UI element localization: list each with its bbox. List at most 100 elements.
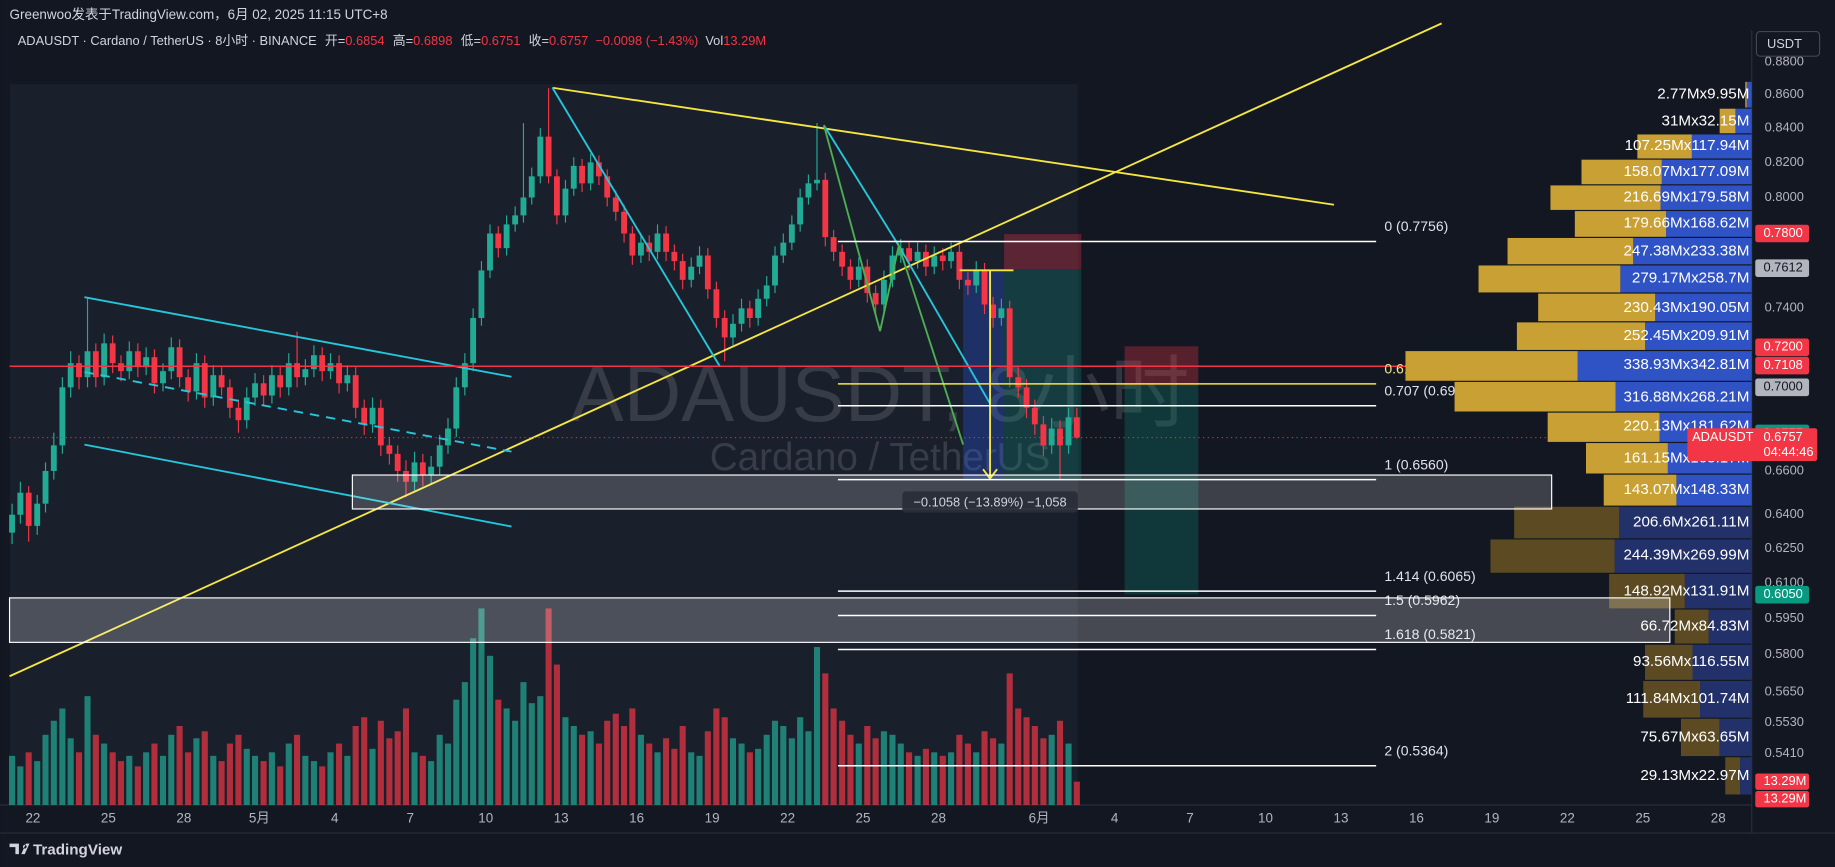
volume-bar xyxy=(252,755,259,805)
volume-bar xyxy=(92,734,99,805)
profile-down-label: 233.38M xyxy=(1690,242,1749,259)
profile-down xyxy=(1615,381,1752,412)
profile-label: 29.13Mx22.97M xyxy=(1640,767,1749,784)
volume-bar xyxy=(369,748,376,805)
candle-body xyxy=(772,255,778,286)
attribution: Greenwoo发表于TradingView.com，6月 02, 2025 1… xyxy=(10,7,388,22)
volume-bar xyxy=(9,755,16,805)
candle-body xyxy=(118,363,124,372)
volume-bar xyxy=(788,738,795,805)
volume-bar xyxy=(336,743,343,805)
channel-mid xyxy=(84,371,512,453)
profile-down-label: 84.83M xyxy=(1699,618,1750,635)
x-tick-label: 19 xyxy=(705,811,720,826)
legend-vol-name: Vol xyxy=(705,34,723,49)
profile-up-label: 143.07M xyxy=(1623,481,1682,498)
profile-label: 206.6Mx261.11M xyxy=(1633,514,1749,531)
profile-separator: x xyxy=(1683,163,1691,180)
volume-bar xyxy=(553,664,560,805)
profile-separator: x xyxy=(1683,327,1691,344)
candle-body xyxy=(981,270,988,305)
price-label: 0.7200 xyxy=(1763,339,1802,354)
profile-down xyxy=(1692,644,1752,680)
volume-bar xyxy=(939,755,946,805)
candle-body xyxy=(788,224,795,243)
candle-body xyxy=(570,165,577,189)
volume-pane xyxy=(9,608,1080,805)
volume-bar xyxy=(595,743,602,805)
profile-down xyxy=(1719,718,1752,757)
candle-body xyxy=(361,407,368,425)
volume-bar xyxy=(637,734,644,805)
volume-bar xyxy=(444,743,452,805)
volume-bar xyxy=(771,720,779,805)
volume-bar xyxy=(855,743,862,805)
price-label-bg xyxy=(1755,338,1810,357)
volume-bar xyxy=(176,726,183,805)
candle-body xyxy=(528,176,535,198)
profile-up xyxy=(1550,185,1661,210)
x-tick-label: 22 xyxy=(780,811,795,826)
measure-zone xyxy=(963,270,1005,480)
profile-separator: x xyxy=(1691,269,1699,286)
profile-down-label: 258.7M xyxy=(1699,269,1750,286)
candle-body xyxy=(352,375,359,408)
measure-box xyxy=(902,491,1078,513)
profile-separator: x xyxy=(1691,767,1699,784)
volume-bar xyxy=(512,720,519,805)
price-label-bg xyxy=(1755,259,1810,277)
y-tick-label: 0.5530 xyxy=(1765,714,1804,729)
candle-body xyxy=(621,211,627,234)
volume-bar xyxy=(1073,781,1080,805)
volume-bar xyxy=(755,748,762,805)
volume-bar xyxy=(738,743,745,805)
candle-body xyxy=(553,176,560,216)
profile-up-label: 93.56M xyxy=(1633,653,1684,670)
x-tick-label: 16 xyxy=(629,811,644,826)
volume-bar xyxy=(226,743,233,805)
volume-bar xyxy=(562,717,569,805)
candle-body xyxy=(394,453,401,471)
price-label-bg xyxy=(1755,356,1810,375)
profile-down xyxy=(1655,293,1752,322)
candle-body xyxy=(998,308,1005,318)
axes: 22 25 28 5月 4 7 10 13 16 19 22 25 28 6月 4 7 10 13 16 19 22 25… xyxy=(25,53,1818,826)
volume-bar xyxy=(520,682,527,805)
candle-body xyxy=(579,165,585,184)
candle-body xyxy=(503,224,510,249)
target-zone xyxy=(1124,386,1199,595)
profile-down-label: 131.91M xyxy=(1690,582,1749,599)
candle-body xyxy=(285,363,292,388)
volume-bar xyxy=(394,731,401,805)
volume-bar xyxy=(1015,708,1022,805)
x-tick-label: 19 xyxy=(1484,811,1499,826)
candle-body xyxy=(252,383,258,398)
candle-body xyxy=(872,293,879,305)
profile-label: 338.93Mx342.81M xyxy=(1623,356,1749,373)
candle-body xyxy=(34,503,41,526)
profile-down-label: 9.95M xyxy=(1707,86,1749,103)
price-label: 0.7800 xyxy=(1763,225,1802,240)
last-price-bg xyxy=(1687,428,1818,461)
candle-body xyxy=(1006,308,1013,378)
volume-bar xyxy=(973,752,980,805)
volume-label: 13.29M xyxy=(1763,791,1806,806)
volume-bar xyxy=(302,755,309,805)
candle-body xyxy=(260,383,267,396)
legend-ohlc-value: 0.6898 xyxy=(413,34,452,49)
legend-ohlc-name: 高= xyxy=(393,34,413,49)
volume-bar xyxy=(486,655,494,805)
candle-body xyxy=(445,428,451,446)
volume-bar xyxy=(906,752,913,805)
candle-body xyxy=(419,462,426,476)
candle-body xyxy=(755,298,762,318)
profile-up-label: 107.25M xyxy=(1625,137,1684,154)
volume-bar xyxy=(1023,717,1030,805)
candle-body xyxy=(160,371,166,384)
volume-bar xyxy=(453,699,460,805)
profile-up xyxy=(1581,159,1662,185)
volume-bar xyxy=(294,734,301,805)
y-tick-label: 0.8000 xyxy=(1765,189,1804,204)
volume-bar xyxy=(780,726,787,805)
currency-button[interactable] xyxy=(1755,31,1821,57)
